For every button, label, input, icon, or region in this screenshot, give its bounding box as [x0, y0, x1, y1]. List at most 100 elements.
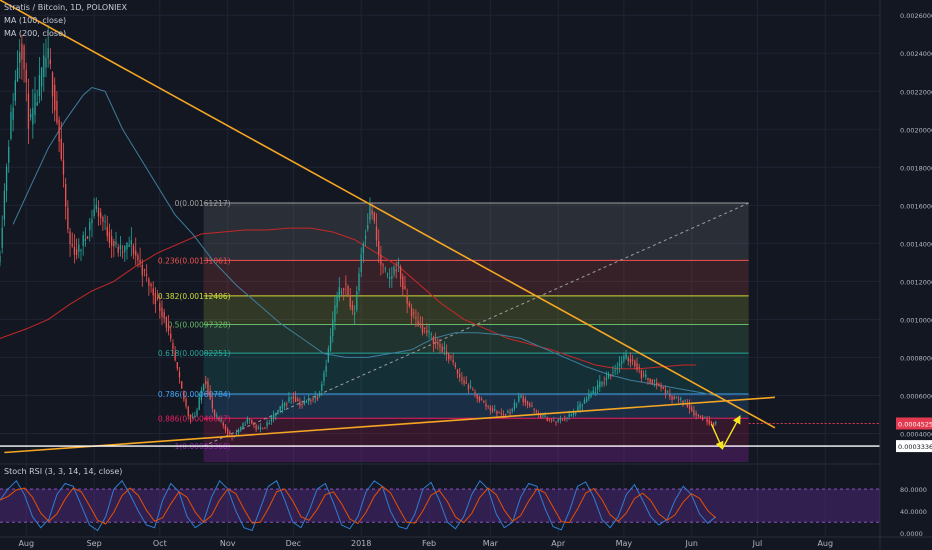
- candle-body: [69, 231, 71, 245]
- candle-body: [253, 422, 255, 426]
- candle-body: [349, 295, 351, 307]
- candle-body: [649, 378, 651, 383]
- candle-body: [294, 396, 297, 402]
- candle-body: [454, 364, 456, 368]
- candle-body: [283, 403, 286, 407]
- candle-body: [669, 394, 671, 397]
- candle-body: [67, 207, 69, 230]
- fib-zone: [203, 353, 749, 394]
- candle-body: [658, 383, 660, 385]
- current-price-label: 0.00045256: [898, 420, 932, 428]
- candle-body: [54, 84, 56, 111]
- rsi-d-line: [0, 485, 717, 525]
- candle-body: [1, 227, 3, 249]
- candle-body: [642, 374, 645, 376]
- candle-body: [384, 268, 386, 270]
- candle-body: [382, 264, 384, 266]
- candle-body: [623, 355, 625, 361]
- candle-body: [196, 409, 198, 416]
- candle-body: [213, 409, 216, 416]
- candle-body: [682, 400, 684, 405]
- candle-body: [137, 255, 139, 261]
- x-tick-label: Aug: [817, 539, 833, 548]
- candle-body: [119, 245, 122, 250]
- candle-body: [603, 382, 605, 384]
- candle-body: [255, 425, 257, 430]
- candle-body: [266, 422, 268, 427]
- candle-body: [636, 363, 638, 370]
- candle-body: [279, 406, 281, 411]
- candle-body: [332, 319, 334, 337]
- candle-body: [653, 380, 656, 382]
- candle-body: [399, 267, 402, 279]
- candle-body: [272, 414, 275, 419]
- candle-body: [413, 312, 415, 314]
- candle-body: [380, 255, 382, 265]
- fibonacci-retracement[interactable]: 0(0.00161217) 0.236(0.00131061) 0.382(0.00…: [158, 199, 749, 462]
- candle-body: [216, 415, 218, 417]
- candle-body: [621, 361, 623, 364]
- x-tick-label: 2018: [351, 539, 371, 548]
- candle-body: [340, 291, 343, 294]
- candle-body: [544, 415, 546, 417]
- candle-body: [507, 411, 509, 414]
- fib-zone: [203, 295, 749, 325]
- stoch-rsi-legend: Stoch RSI (3, 3, 14, 14, close): [4, 467, 123, 476]
- candle-body: [421, 325, 424, 333]
- y-tick-label: 0.00240000: [900, 50, 932, 58]
- trendlines[interactable]: 0.00045256 0.00033368: [0, 0, 932, 454]
- candle-body: [36, 102, 38, 106]
- candle-body: [677, 398, 680, 400]
- fib-level-label: 0.382(0.00112406): [158, 292, 231, 301]
- candle-body: [8, 146, 10, 163]
- candle-body: [242, 423, 244, 429]
- candle-body: [559, 418, 562, 421]
- rsi-y-tick-label: 0.0000: [900, 530, 923, 538]
- ma200-polyline: [0, 227, 697, 370]
- candle-body: [631, 359, 634, 361]
- candle-body: [288, 397, 290, 402]
- candle-body: [25, 69, 27, 83]
- candle-body: [10, 112, 12, 139]
- candle-body: [237, 430, 240, 433]
- rsi-y-tick-label: 80.0000: [900, 486, 927, 494]
- trendline-ascending: [4, 396, 775, 454]
- chart-title: Stratis / Bitcoin, 1D, POLONIEX: [4, 3, 128, 12]
- candle-body: [218, 418, 220, 420]
- candle-body: [268, 422, 270, 425]
- candle-body: [443, 346, 446, 350]
- candle-body: [270, 416, 273, 422]
- candle-body: [290, 397, 292, 400]
- candle-body: [104, 221, 106, 223]
- candle-body: [14, 80, 16, 101]
- candle-body: [474, 391, 476, 393]
- candle-body: [78, 244, 80, 252]
- candle-body: [529, 403, 531, 407]
- projection-arrows[interactable]: [710, 415, 741, 450]
- candle-body: [135, 250, 137, 256]
- candle-body: [202, 384, 205, 391]
- candle-body: [505, 413, 507, 415]
- candle-body: [408, 302, 411, 306]
- candle-body: [697, 414, 699, 416]
- candle-body: [599, 381, 601, 388]
- candle-body: [406, 295, 408, 304]
- candle-body: [706, 418, 708, 423]
- candle-body: [397, 262, 400, 265]
- candle-body: [664, 389, 667, 394]
- rsi-band: [0, 489, 880, 523]
- candle-body: [259, 426, 262, 430]
- candle-body: [695, 413, 697, 416]
- candle-body: [638, 366, 640, 368]
- candle-body: [671, 395, 673, 401]
- fib-zone: [203, 393, 749, 419]
- candle-body: [419, 322, 421, 325]
- candle-body: [629, 358, 632, 363]
- candle-body: [312, 398, 314, 400]
- y-tick-label: 0.00200000: [900, 126, 932, 134]
- candle-body: [154, 293, 157, 305]
- candle-body: [275, 413, 277, 416]
- candle-body: [222, 422, 224, 426]
